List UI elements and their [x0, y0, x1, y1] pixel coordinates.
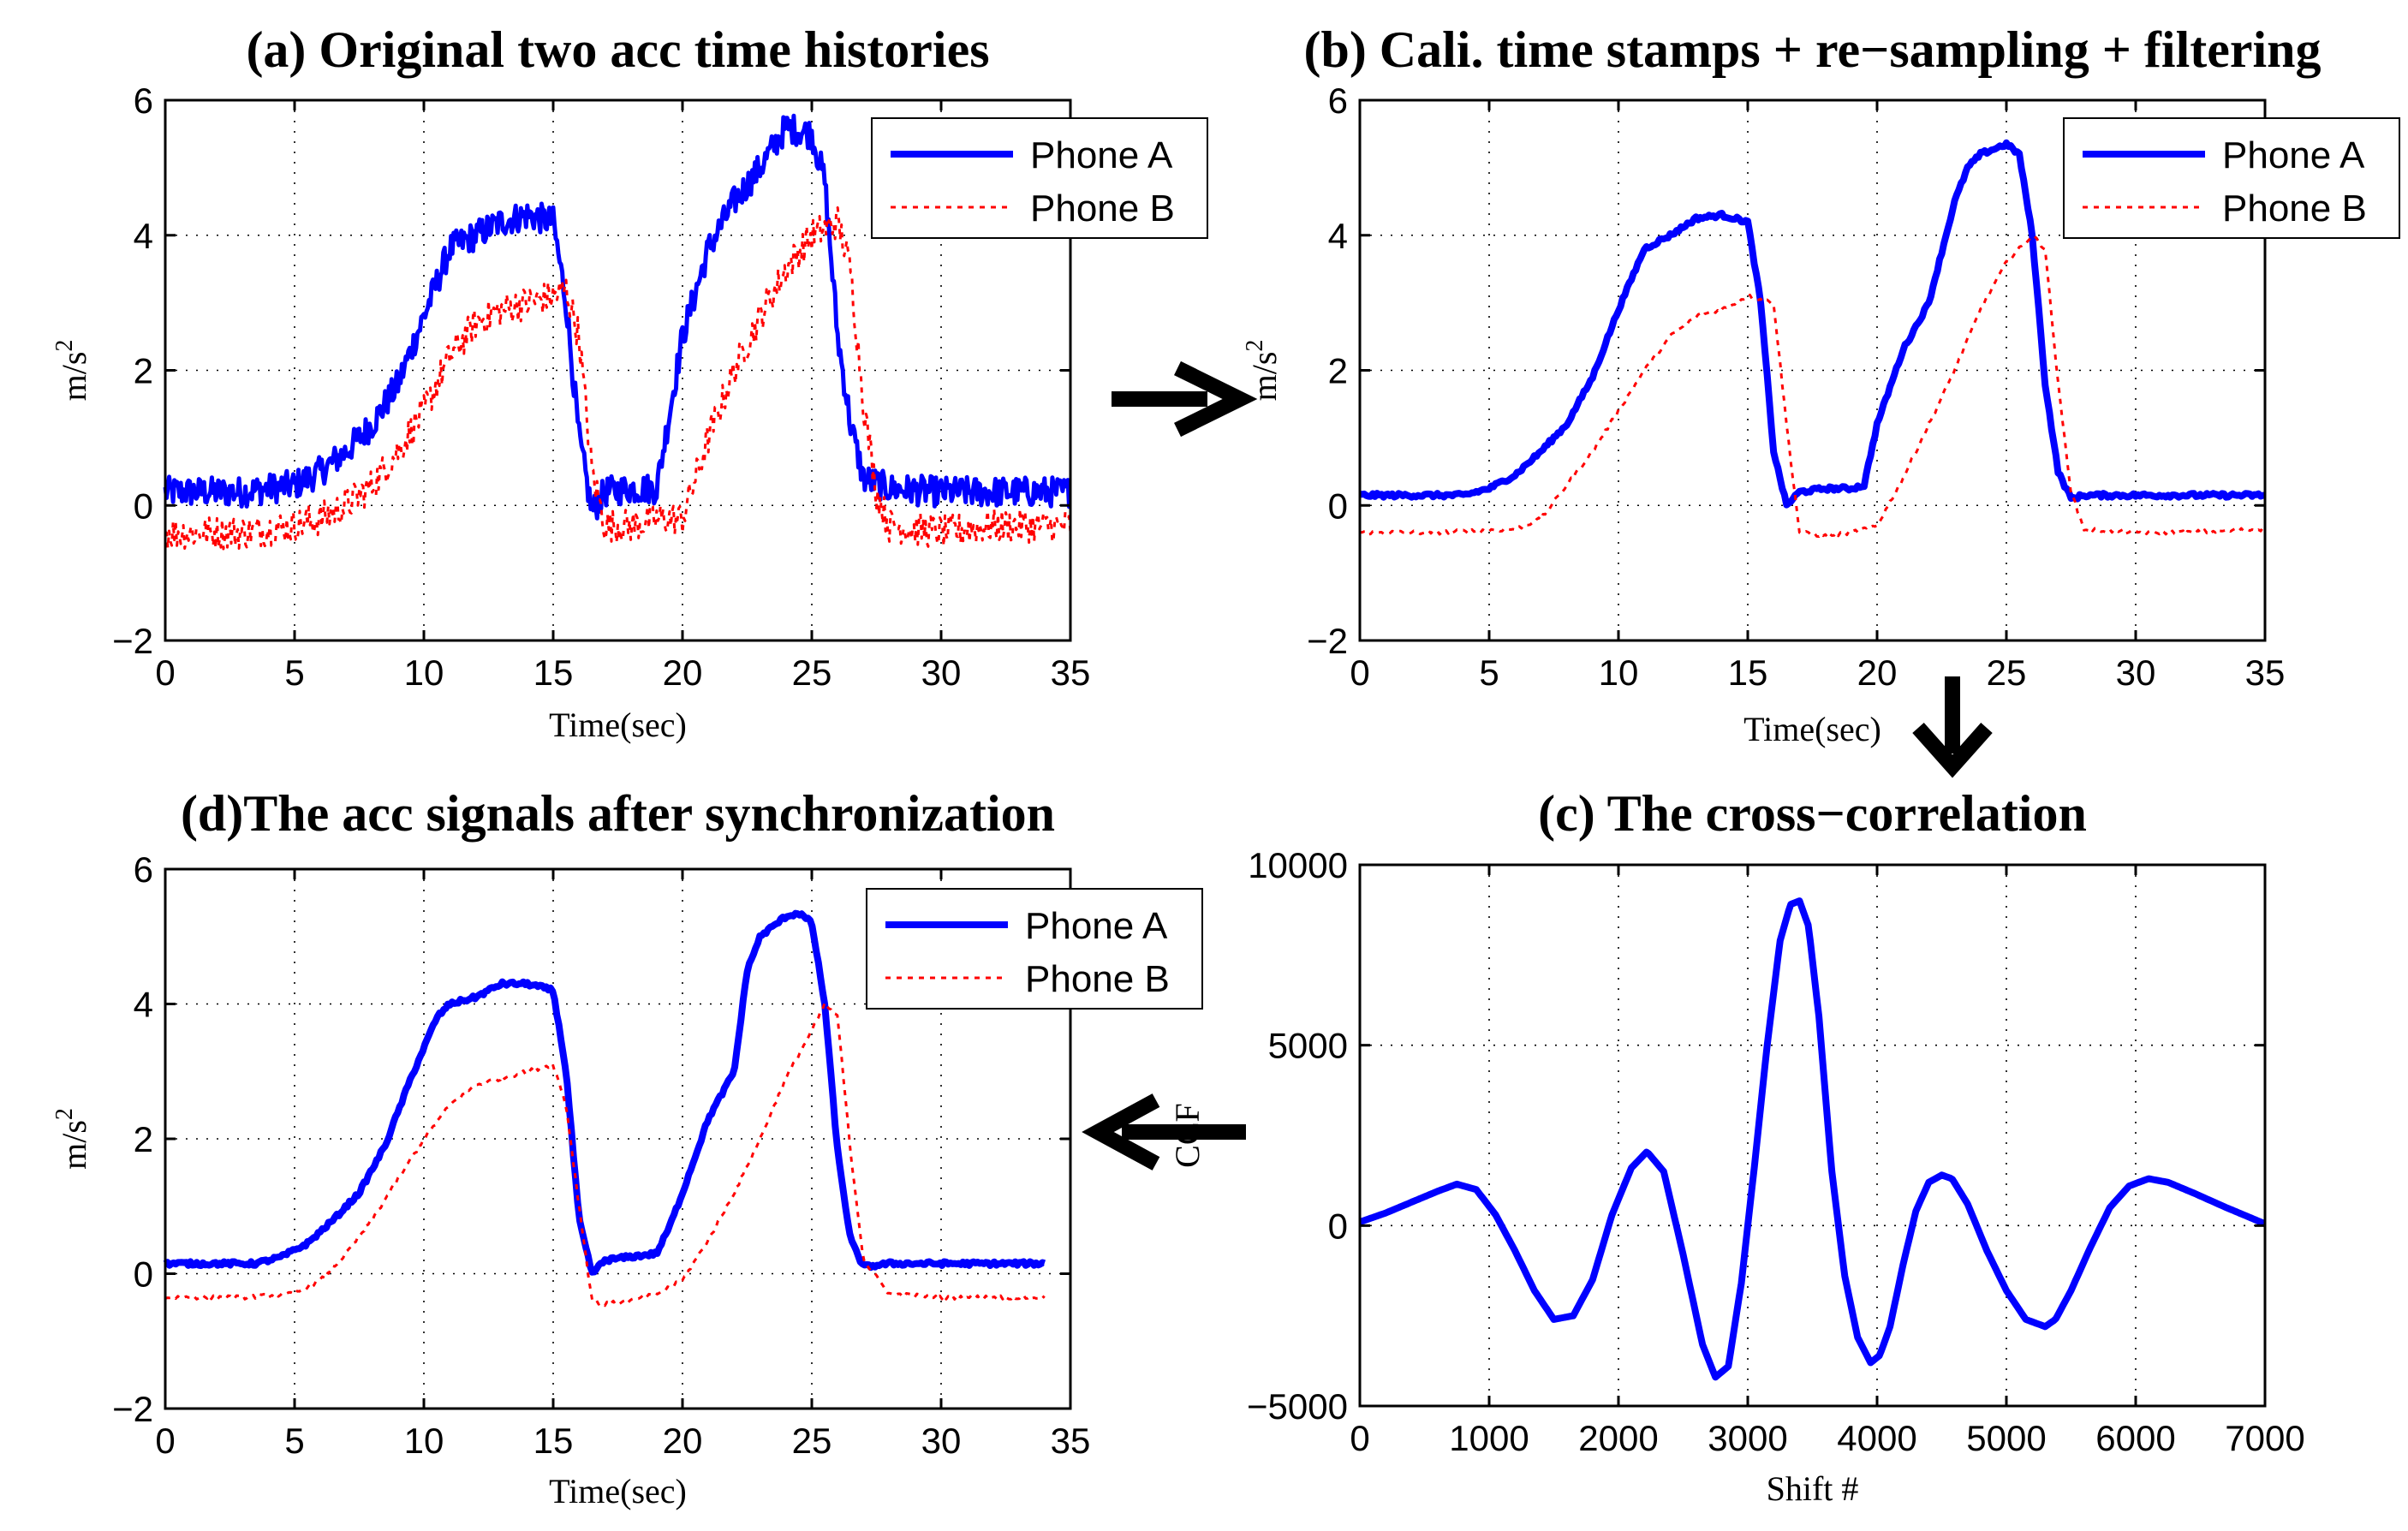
y-tick-label: 0 — [1328, 486, 1348, 526]
x-tick-label: 10 — [1599, 652, 1639, 693]
x-tick-label: 25 — [1987, 652, 2027, 693]
y-tick-label: 6 — [134, 80, 153, 121]
series-line-phone-b — [164, 206, 1072, 551]
x-tick-label: 35 — [2245, 652, 2286, 693]
x-axis-label: Time(sec) — [1743, 710, 1881, 748]
y-tick-label: 0 — [134, 486, 153, 526]
x-tick-label: 10 — [404, 652, 444, 693]
x-axis-label: Time(sec) — [549, 1472, 687, 1510]
left-arrow — [1082, 1093, 1246, 1171]
x-tick-label: 0 — [1350, 1418, 1369, 1458]
x-tick-label: 30 — [921, 652, 962, 693]
x-tick-label: 0 — [1350, 652, 1369, 693]
x-tick-label: 0 — [155, 1421, 175, 1461]
y-tick-label: 5000 — [1268, 1026, 1348, 1066]
x-tick-label: 0 — [155, 652, 175, 693]
series-line-phone-b — [1359, 235, 2267, 539]
right-arrow — [1112, 360, 1258, 438]
panel-b: (b) Cali. time stamps + re−sampling + fi… — [1242, 21, 2400, 748]
y-axis-label-superscript: 2 — [51, 340, 78, 352]
x-tick-label: 20 — [1857, 652, 1898, 693]
y-tick-label: −2 — [112, 1389, 153, 1429]
x-tick-label: 10 — [404, 1421, 444, 1461]
legend-label: Phone A — [1030, 134, 1173, 176]
x-tick-label: 5000 — [1966, 1418, 2046, 1458]
x-tick-label: 15 — [533, 1421, 574, 1461]
chart-title: (b) Cali. time stamps + re−sampling + fi… — [1303, 21, 2321, 78]
x-tick-label: 30 — [2116, 652, 2156, 693]
x-tick-label: 35 — [1051, 652, 1091, 693]
x-tick-label: 3000 — [1708, 1418, 1787, 1458]
chart-title: (a) Original two acc time histories — [246, 21, 989, 78]
x-axis-label: Time(sec) — [549, 706, 687, 744]
x-tick-label: 20 — [663, 1421, 703, 1461]
x-tick-label: 15 — [1728, 652, 1768, 693]
y-axis-label-superscript: 2 — [51, 1108, 78, 1120]
legend: Phone A Phone B — [871, 117, 1208, 239]
x-tick-label: 5 — [1479, 652, 1499, 693]
y-axis-label: m/s2 — [51, 340, 93, 402]
x-tick-label: 5 — [284, 652, 304, 693]
down-arrow — [1912, 676, 1993, 778]
series-line-ccf — [1358, 897, 2267, 1381]
y-tick-label: 6 — [134, 849, 153, 890]
y-tick-label: 2 — [134, 1119, 153, 1159]
y-axis-label-superscript: 2 — [1242, 340, 1268, 352]
panel-c: (c) The cross−correlation 0 1000 2000 3000 40… — [1168, 785, 2305, 1508]
x-tick-label: 35 — [1051, 1421, 1091, 1461]
y-tick-label: 0 — [134, 1254, 153, 1295]
x-tick-label: 30 — [921, 1421, 962, 1461]
legend: Phone A Phone B — [866, 888, 1203, 1010]
y-tick-label: 4 — [1328, 216, 1348, 256]
plot-frame — [1358, 863, 2267, 1408]
y-tick-label: 4 — [134, 216, 153, 256]
y-tick-label: −5000 — [1247, 1386, 1348, 1427]
series-line-phone-a — [163, 909, 1046, 1276]
y-tick-label: 2 — [1328, 351, 1348, 391]
x-tick-label: 25 — [792, 1421, 832, 1461]
y-tick-label: −2 — [112, 621, 153, 661]
x-tick-label: 20 — [663, 652, 703, 693]
legend-label: Phone B — [1030, 188, 1175, 229]
legend-label: Phone A — [2222, 134, 2365, 176]
chart-title: (c) The cross−correlation — [1538, 785, 2087, 842]
x-tick-label: 4000 — [1837, 1418, 1916, 1458]
x-tick-label: 1000 — [1449, 1418, 1529, 1458]
x-axis-label: Shift # — [1767, 1469, 1859, 1508]
x-tick-label: 6000 — [2095, 1418, 2175, 1458]
y-tick-label: 4 — [134, 985, 153, 1025]
y-tick-label: 0 — [1328, 1206, 1348, 1246]
y-axis-label: m/s2 — [51, 1108, 93, 1170]
legend-label: Phone B — [2222, 188, 2367, 229]
y-tick-label: −2 — [1307, 621, 1348, 661]
x-tick-label: 25 — [792, 652, 832, 693]
x-tick-label: 2000 — [1578, 1418, 1658, 1458]
legend-label: Phone A — [1025, 905, 1168, 947]
series-line-phone-a — [1358, 139, 2267, 509]
y-tick-label: 2 — [134, 351, 153, 391]
panel-a: (a) Original two acc time histories 0 5 10 1… — [51, 21, 1208, 744]
legend-label: Phone B — [1025, 958, 1170, 1000]
y-axis-label: m/s2 — [1242, 340, 1284, 402]
panel-d: (d)The acc signals after synchronization… — [51, 785, 1203, 1510]
x-tick-label: 15 — [533, 652, 574, 693]
legend-box — [871, 117, 1208, 239]
legend-box — [2063, 117, 2400, 239]
legend-box — [866, 888, 1203, 1010]
series-line-phone-b — [164, 1001, 1046, 1308]
x-tick-label: 7000 — [2225, 1418, 2304, 1458]
y-tick-label: 6 — [1328, 80, 1348, 121]
series-line-phone-a — [163, 113, 1071, 521]
chart-title: (d)The acc signals after synchronization — [181, 785, 1055, 842]
x-tick-label: 5 — [284, 1421, 304, 1461]
legend: Phone A Phone B — [2063, 117, 2400, 239]
y-tick-label: 10000 — [1248, 845, 1348, 885]
